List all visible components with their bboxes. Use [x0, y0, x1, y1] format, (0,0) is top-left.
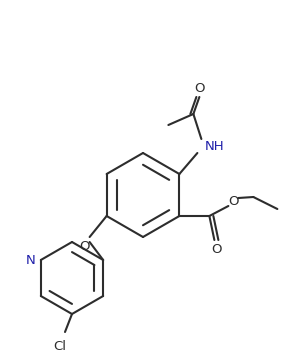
Text: NH: NH	[204, 140, 224, 153]
Text: O: O	[194, 82, 204, 94]
Text: O: O	[79, 240, 90, 252]
Text: O: O	[211, 242, 222, 256]
Text: O: O	[228, 195, 239, 208]
Text: N: N	[26, 253, 36, 267]
Text: Cl: Cl	[54, 339, 67, 353]
